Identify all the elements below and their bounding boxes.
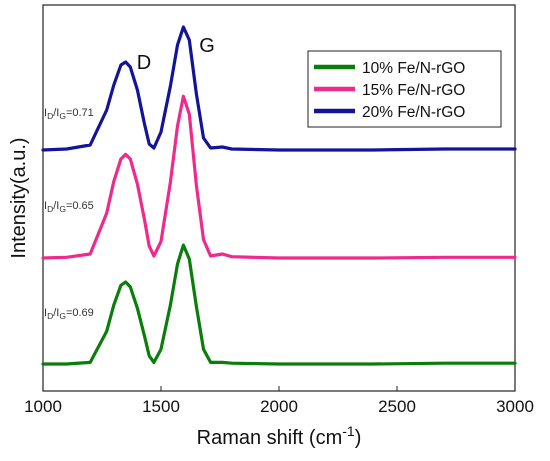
peak-label-d: D — [137, 52, 151, 74]
series-layer — [41, 25, 517, 366]
legend-entries: 10% Fe/N-rGO 15% Fe/N-rGO 20% Fe/N-rGO — [314, 60, 465, 121]
series-line-3 — [41, 25, 517, 152]
legend-label: 10% Fe/N-rGO — [362, 60, 465, 77]
annotation-layer: D G ID/IG=0.69 ID/IG=0.65 ID/IG=0.71 — [44, 35, 215, 321]
legend-label: 15% Fe/N-rGO — [362, 82, 465, 99]
intensity-ratio-label: ID/IG=0.71 — [44, 107, 94, 121]
series-line-2 — [41, 94, 517, 260]
intensity-ratio-label: ID/IG=0.69 — [44, 307, 94, 321]
x-tick-label: 1000 — [24, 397, 62, 416]
x-tick-label: 1500 — [142, 397, 180, 416]
x-tick-label: 2500 — [378, 397, 416, 416]
intensity-ratio-label: ID/IG=0.65 — [44, 200, 94, 214]
x-axis-title: Raman shift (cm-1) — [197, 423, 362, 449]
x-tick-label: 2000 — [260, 397, 298, 416]
legend-label: 20% Fe/N-rGO — [362, 104, 465, 121]
y-axis-title: Intensity(a.u.) — [8, 137, 30, 258]
series-line-1 — [41, 243, 517, 366]
peak-label-g: G — [199, 35, 215, 57]
legend: 10% Fe/N-rGO 15% Fe/N-rGO 20% Fe/N-rGO — [307, 50, 502, 128]
x-axis-ticks: 1000 1500 2000 2500 3000 — [24, 386, 534, 416]
x-tick-label: 3000 — [496, 397, 534, 416]
